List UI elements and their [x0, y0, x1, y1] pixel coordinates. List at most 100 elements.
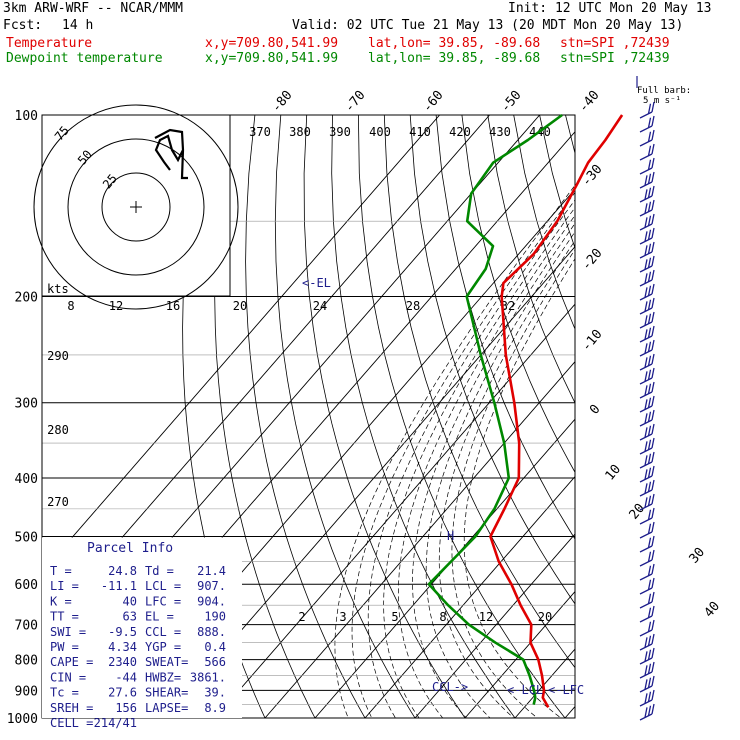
- wind-barb-staff: [639, 181, 653, 189]
- wind-barb-flag: [647, 159, 652, 170]
- dry-adiabat: [214, 115, 316, 718]
- parcel-param-value: 190: [204, 610, 226, 624]
- pressure-tick-label: 400: [15, 472, 38, 487]
- moist-adiabat: [451, 248, 575, 718]
- parcel-param-label: T =: [50, 564, 72, 578]
- wind-barb-flag: [651, 619, 655, 631]
- wind-barb-staff: [639, 657, 653, 665]
- isotherm-line: [264, 360, 575, 718]
- wind-barb-flag: [644, 679, 648, 690]
- wind-barb-flag: [651, 311, 655, 323]
- parcel-param-label: TT =: [50, 610, 79, 624]
- wind-barb-staff: [639, 601, 653, 609]
- parcel-param-label: CELL =: [50, 716, 93, 730]
- wind-barb-flag: [647, 117, 652, 128]
- isotherm-label: 0: [587, 402, 604, 418]
- wind-barb-flag: [647, 257, 652, 268]
- wind-barb-flag: [644, 315, 648, 326]
- wind-barb: [639, 311, 655, 329]
- wind-barb: [639, 577, 655, 595]
- wind-barb-flag: [644, 259, 648, 270]
- wind-barb-flag: [647, 355, 652, 366]
- moist-adiabat: [425, 231, 575, 718]
- wind-barb: [639, 493, 655, 511]
- wind-barb-staff: [639, 293, 653, 301]
- parcel-param-value: 2340: [108, 655, 137, 669]
- isotherm-line: [615, 115, 740, 718]
- wind-barb-flag: [651, 661, 655, 673]
- pressure-tick-label: 300: [15, 397, 38, 412]
- wind-barb: [639, 255, 655, 273]
- wind-barb: [639, 213, 655, 231]
- wind-barb-flag: [647, 635, 652, 646]
- dry-adiabat: [358, 115, 566, 718]
- wind-barb-flag: [651, 465, 655, 477]
- wind-barb-flag: [651, 353, 655, 365]
- isotherm-label: -30: [579, 162, 606, 190]
- wind-barb-staff: [639, 461, 653, 469]
- wind-barb: [639, 129, 655, 147]
- wind-barb-flag: [651, 647, 655, 659]
- parcel-info-title: Parcel Info: [87, 541, 173, 556]
- wind-barb-staff: [639, 153, 653, 161]
- wind-barb-flag: [647, 537, 652, 548]
- wind-barb-flag: [651, 381, 655, 393]
- parcel-param-label: SWEAT=: [145, 655, 188, 669]
- wind-barb-staff: [639, 111, 653, 119]
- wind-barb-flag: [651, 241, 655, 253]
- parcel-param-value: 4.34: [108, 640, 137, 654]
- temperature-profile-line: [489, 114, 624, 708]
- wind-barb-flag: [644, 441, 648, 452]
- wind-barb-staff: [639, 713, 653, 721]
- wind-barb-flag: [647, 705, 652, 716]
- theta-label: 420: [449, 125, 471, 139]
- wind-barb-flag: [651, 157, 655, 169]
- theta-label: 400: [369, 125, 391, 139]
- dry-adiabat: [409, 115, 575, 605]
- dry-adiabat: [461, 115, 575, 474]
- wind-barb-staff: [639, 531, 653, 539]
- wind-barb-staff: [639, 405, 653, 413]
- wind-barb: [639, 451, 655, 469]
- wind-barb-flag: [644, 273, 648, 284]
- wind-barb-flag: [644, 245, 648, 256]
- wind-barb-staff: [639, 685, 653, 693]
- wind-barb-flag: [644, 455, 648, 466]
- wind-barb-flag: [647, 439, 652, 450]
- parcel-param-label: YGP =: [145, 640, 181, 654]
- dry-adiabat: [487, 115, 575, 404]
- hodograph-ring: [101, 172, 171, 242]
- parcel-param-value: 63: [123, 610, 137, 624]
- wind-barb-flag: [651, 507, 655, 519]
- wind-barb-flag: [644, 665, 648, 676]
- hodograph-ring: [67, 138, 205, 276]
- parcel-param-label: LAPSE=: [145, 701, 188, 715]
- wind-barb: [639, 101, 655, 119]
- wind-barb: [639, 395, 655, 413]
- parcel-param-value: 214/41: [94, 716, 137, 730]
- temperature-legend-label: Temperature: [6, 36, 93, 51]
- wind-barb-staff: [639, 489, 653, 497]
- isotherm-label: -40: [576, 88, 603, 116]
- isotherm-line: [164, 246, 575, 718]
- moist-adiabat: [383, 206, 575, 718]
- plot-frame: [41, 114, 576, 719]
- wind-barb-staff: [639, 167, 653, 175]
- parcel-param-value: 3861.: [190, 670, 226, 684]
- parcel-param-value: 40: [123, 594, 137, 608]
- wind-barb-flag: [644, 343, 648, 354]
- wind-barb-flag: [651, 115, 655, 127]
- isotherm-label: 20: [627, 501, 649, 523]
- wind-barb-staff: [639, 615, 653, 623]
- dewpoint-xy: x,y=709.80,541.99: [205, 51, 339, 66]
- windspeed-scale-label: 8: [67, 299, 74, 313]
- wind-barb-flag: [647, 495, 652, 506]
- dewpoint-profile-line: [427, 113, 563, 705]
- isotherm-label: 30: [687, 545, 709, 567]
- dry-adiabat: [643, 115, 740, 731]
- mixing-ratio-label: 12: [479, 610, 493, 624]
- wind-barb-flag: [644, 707, 648, 718]
- moist-adiabat: [397, 214, 575, 718]
- wind-barb: [639, 283, 655, 301]
- wind-barb-flag: [651, 633, 655, 645]
